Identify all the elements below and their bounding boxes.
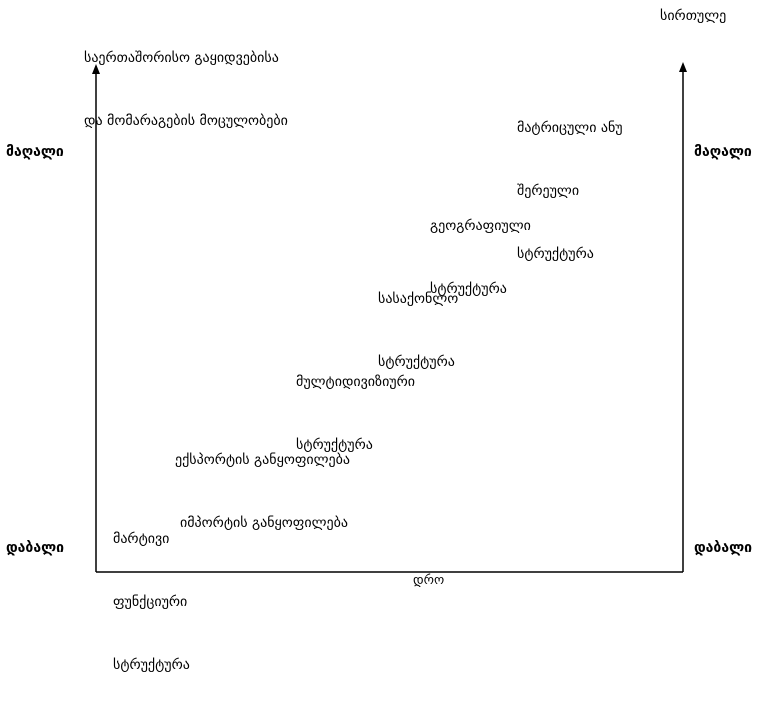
stage-4-line-2: სტრუქტურა <box>378 354 455 370</box>
stage-1-line-1: მარტივი <box>113 531 170 547</box>
left-axis-title-line-1: საერთაშორისო გაყიდვებისა <box>84 50 279 66</box>
stage-multidivisional-structure: მულტიდივიზიური სტრუქტურა <box>296 330 415 498</box>
stage-2-line-1: ექსპორტის განყოფილება <box>175 452 351 468</box>
x-axis-label: დრო <box>413 573 445 588</box>
stage-product-structure: სასაქონლო სტრუქტურა <box>378 247 458 415</box>
stage-4-line-1: სასაქონლო <box>378 291 459 307</box>
right-high-label: მაღალი <box>694 144 752 160</box>
right-axis-title: სირთულე <box>660 8 727 24</box>
stage-3-line-2: სტრუქტურა <box>296 437 373 453</box>
stage-matrix-mixed-structure: მატრიცული ანუ შერეული სტრუქტურა <box>517 76 623 307</box>
stage-6-line-3: სტრუქტურა <box>517 246 594 262</box>
right-axis-arrowhead <box>679 62 687 72</box>
left-axis-title-line-2: და მომარაგების მოცულობები <box>84 113 288 129</box>
stage-3-line-1: მულტიდივიზიური <box>296 374 416 390</box>
left-axis-title: საერთაშორისო გაყიდვებისა და მომარაგების … <box>84 6 288 174</box>
stage-5-line-2: სტრუქტურა <box>430 281 507 297</box>
left-high-label: მაღალი <box>6 144 64 160</box>
diagram-canvas: საერთაშორისო გაყიდვებისა და მომარაგების … <box>6 6 753 673</box>
axes-svg <box>92 62 687 573</box>
left-axis-arrowhead <box>92 64 100 74</box>
right-low-label: დაბალი <box>694 540 753 556</box>
stage-1-line-2: ფუნქციური <box>113 594 188 610</box>
stage-1-line-3: სტრუქტურა <box>113 657 190 673</box>
stage-2-line-2: იმპორტის განყოფილება <box>180 515 348 531</box>
stage-6-line-2: შერეული <box>517 183 580 199</box>
stage-geographic-structure: გეოგრაფიული სტრუქტურა <box>430 174 531 342</box>
stage-export-import-departments: ექსპორტის განყოფილება იმპორტის განყოფილე… <box>175 408 350 576</box>
stage-5-line-1: გეოგრაფიული <box>430 218 531 234</box>
left-low-label: დაბალი <box>6 540 65 556</box>
stage-6-line-1: მატრიცული ანუ <box>517 120 623 136</box>
